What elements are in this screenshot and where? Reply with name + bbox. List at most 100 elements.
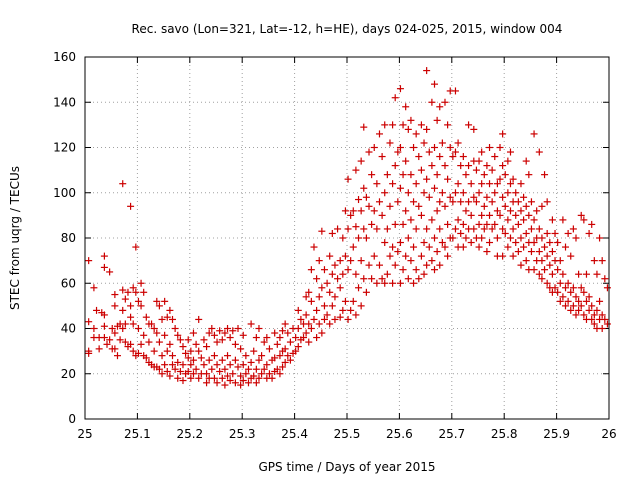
data-point (166, 340, 174, 348)
data-point (572, 311, 580, 319)
data-point (493, 180, 501, 188)
data-point (124, 288, 132, 296)
data-point (294, 306, 302, 314)
data-point (315, 320, 323, 328)
data-point (491, 189, 499, 197)
data-point (428, 257, 436, 265)
data-point (302, 311, 310, 319)
data-point (310, 243, 318, 251)
data-point (328, 270, 336, 278)
data-point (496, 175, 504, 183)
data-point (187, 347, 195, 355)
data-point (108, 325, 116, 332)
data-point (318, 329, 326, 337)
data-point (402, 157, 410, 165)
data-point (265, 370, 273, 378)
data-point (127, 313, 135, 321)
data-point (410, 243, 418, 251)
data-point (383, 225, 391, 233)
data-point (389, 243, 397, 251)
data-point (506, 234, 514, 242)
data-point (530, 216, 538, 224)
data-point (386, 139, 394, 147)
data-point (441, 98, 449, 106)
data-point (176, 367, 184, 375)
data-point (179, 361, 187, 369)
data-point (407, 116, 415, 124)
data-point (137, 279, 145, 287)
data-point (410, 198, 418, 206)
data-point (538, 257, 546, 265)
data-point (472, 166, 480, 174)
data-point (509, 225, 517, 233)
data-point (174, 358, 182, 366)
data-point (357, 302, 365, 310)
data-point (187, 361, 195, 369)
data-point (465, 121, 473, 129)
data-point (389, 180, 397, 188)
data-point (486, 239, 494, 247)
data-point (517, 261, 525, 269)
x-tick-label: 25.7 (438, 427, 465, 441)
data-point (575, 297, 583, 305)
data-point (268, 374, 276, 382)
data-point (457, 162, 465, 170)
data-point (598, 311, 606, 319)
data-point (137, 302, 145, 310)
data-point (475, 243, 483, 251)
data-point (423, 125, 431, 133)
data-point (100, 263, 108, 271)
data-point (174, 331, 182, 339)
data-point (501, 202, 509, 210)
data-point (462, 234, 470, 242)
data-point (567, 252, 575, 260)
data-point (85, 318, 93, 326)
data-point (480, 202, 488, 210)
data-point (370, 144, 378, 151)
data-point (169, 352, 177, 360)
data-point (554, 288, 562, 296)
y-tick-label: 20 (61, 367, 76, 381)
data-point (326, 320, 334, 328)
data-point (402, 103, 410, 111)
data-point (486, 180, 494, 188)
data-point (247, 358, 255, 366)
data-point (431, 184, 439, 192)
data-point (192, 365, 200, 373)
data-point (362, 288, 370, 296)
data-point (417, 252, 425, 260)
data-point (556, 257, 564, 265)
data-point (300, 334, 308, 342)
data-point (541, 266, 549, 274)
data-point (344, 225, 352, 233)
data-point (349, 297, 357, 305)
data-point (569, 302, 577, 310)
data-point (559, 293, 567, 301)
data-point (163, 313, 171, 321)
data-point (292, 347, 300, 355)
data-point (590, 311, 598, 319)
data-point (559, 216, 567, 224)
x-tick-label: 25.4 (281, 427, 308, 441)
data-point (446, 144, 454, 151)
data-point (548, 270, 556, 278)
data-point (239, 377, 247, 385)
data-point (328, 229, 336, 237)
data-point (121, 295, 129, 303)
data-point (425, 243, 433, 251)
data-point (127, 302, 135, 310)
data-point (412, 180, 420, 188)
data-point (488, 225, 496, 233)
data-point (472, 198, 480, 206)
data-point (349, 207, 357, 215)
data-point (307, 325, 315, 332)
data-point (567, 288, 575, 296)
data-point (158, 352, 166, 360)
data-point (357, 257, 365, 265)
data-point (210, 331, 218, 339)
data-point (541, 171, 549, 179)
data-point (328, 302, 336, 310)
data-point (575, 306, 583, 314)
data-point (90, 325, 98, 332)
data-point (237, 381, 245, 389)
